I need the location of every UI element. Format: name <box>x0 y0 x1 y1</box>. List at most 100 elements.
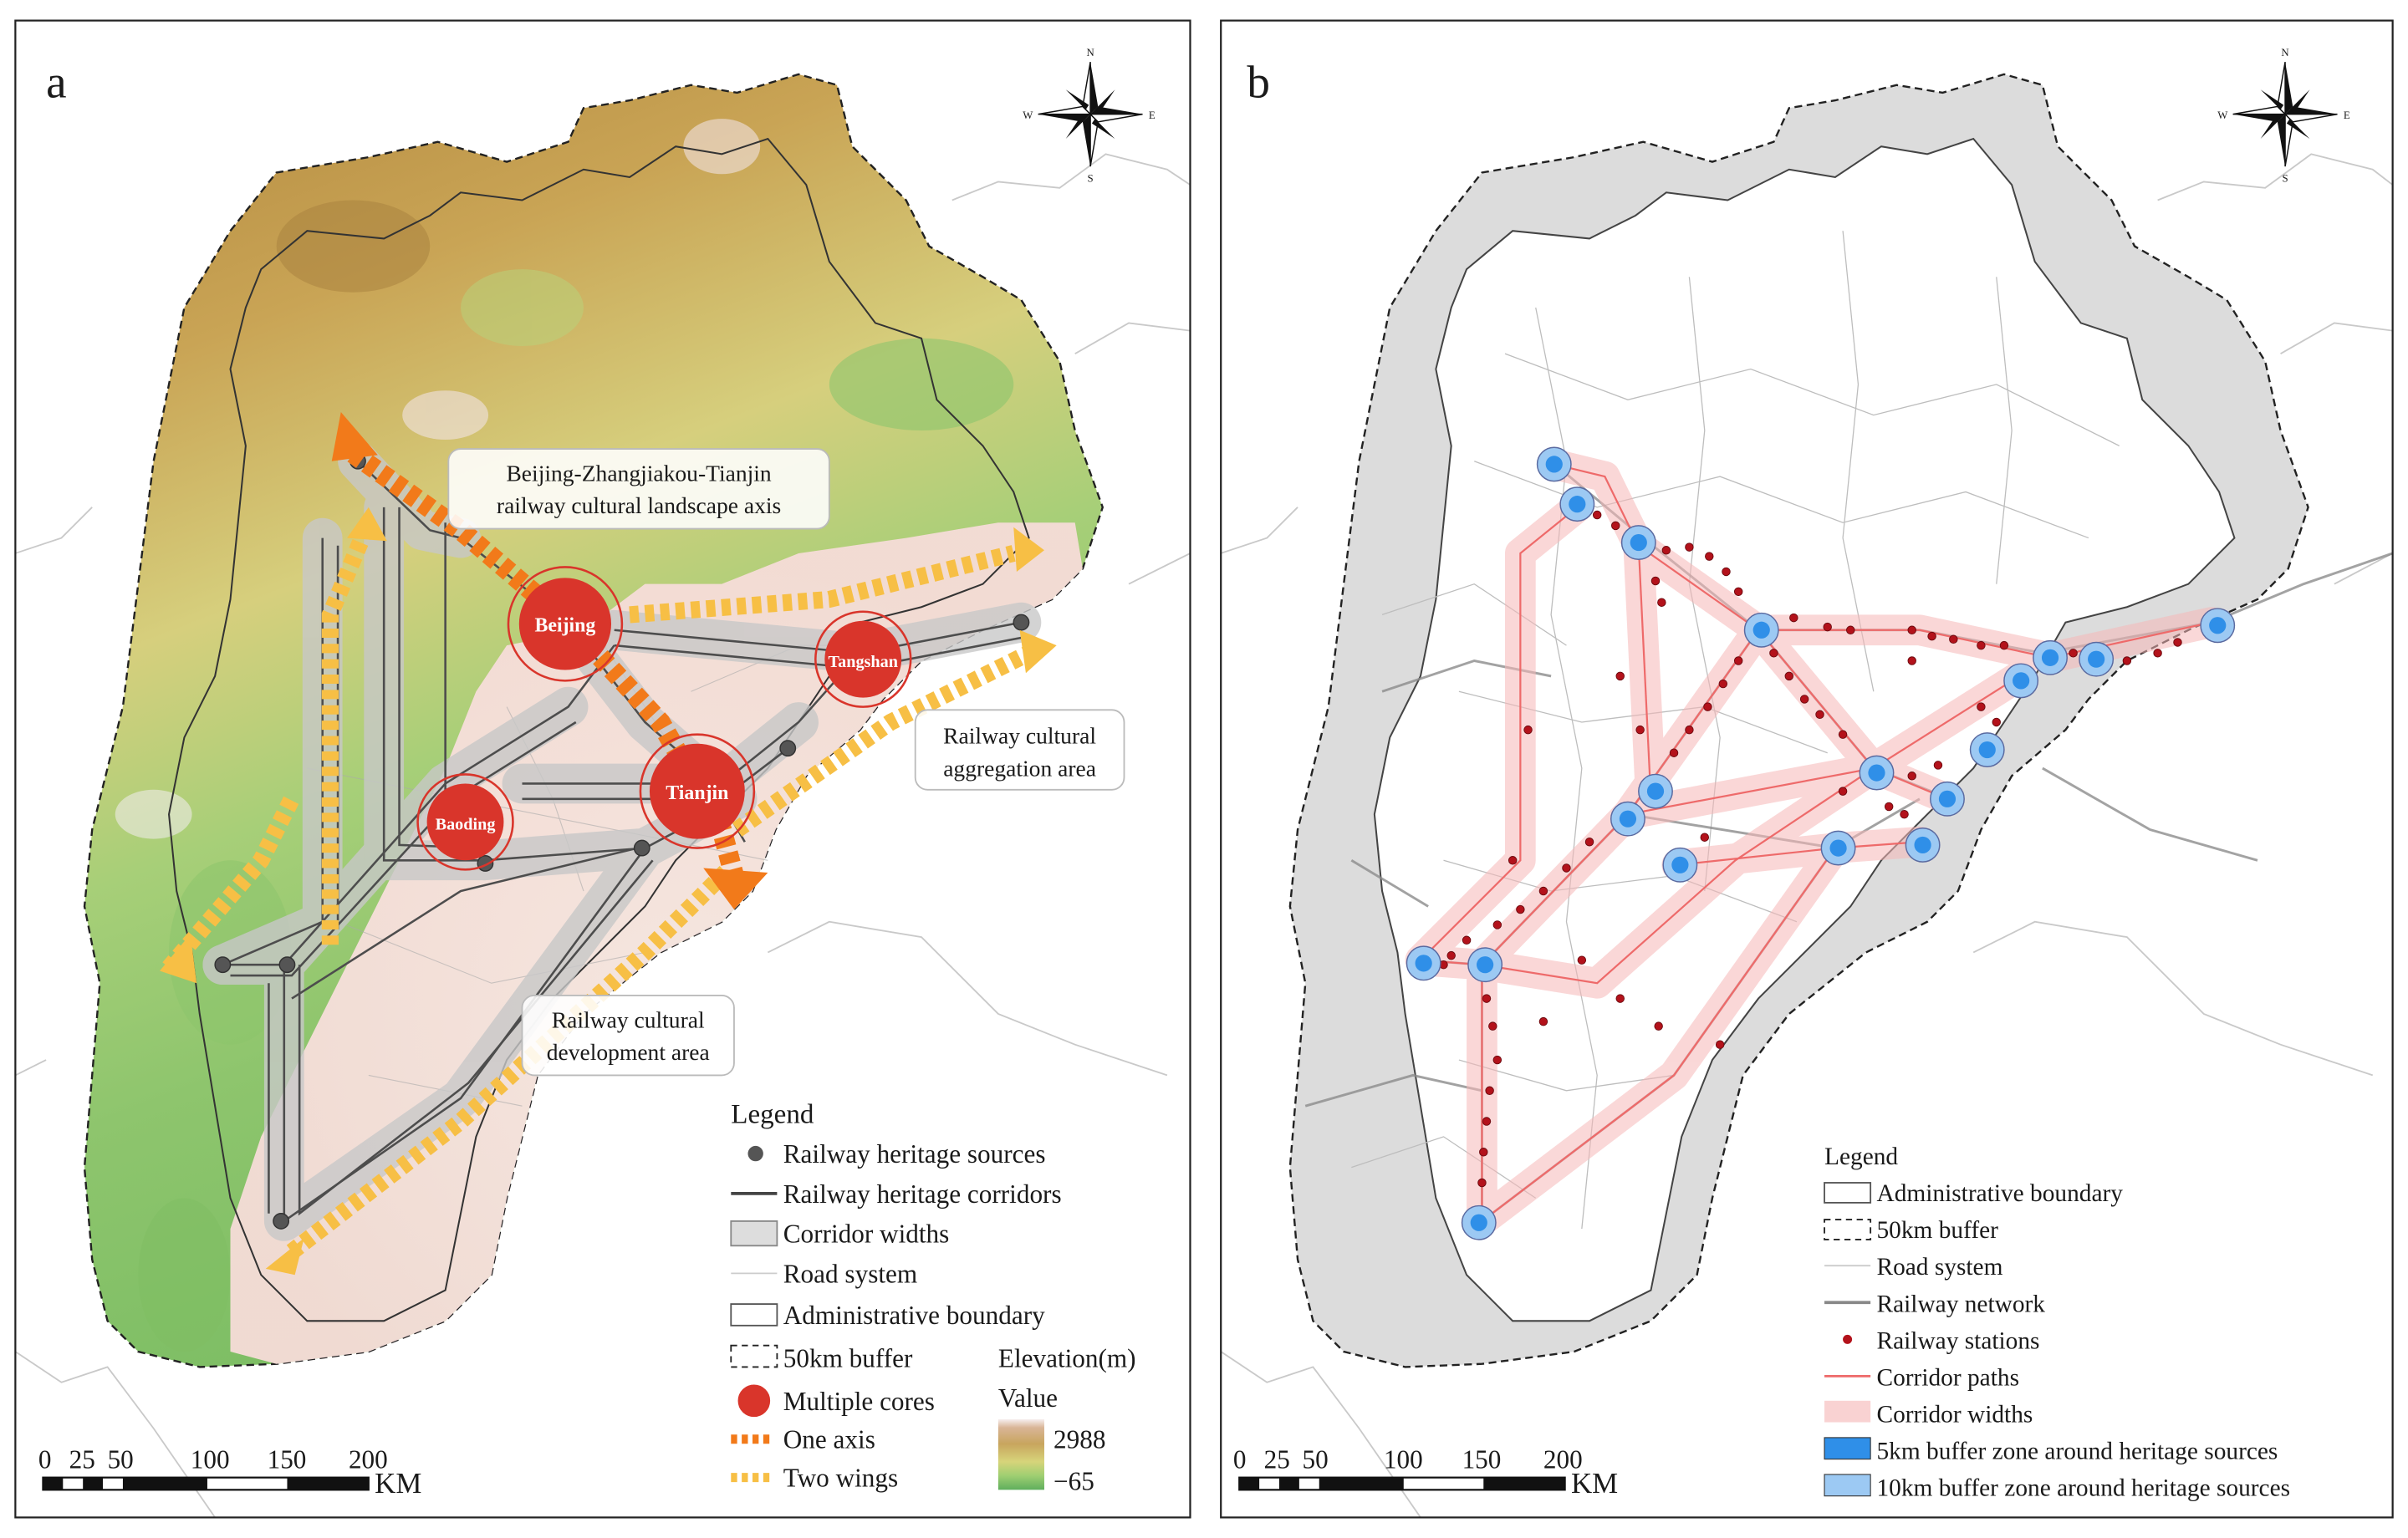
administrative-boundary-b <box>1373 137 2236 1322</box>
development-callout: Railway cultural development area <box>521 995 735 1077</box>
elevation-max: 2988 <box>1054 1425 1105 1454</box>
svg-text:50km buffer: 50km buffer <box>783 1343 913 1372</box>
station-dot <box>1492 920 1502 929</box>
wing-arrowheads <box>160 507 1057 1276</box>
station-dot <box>1700 833 1710 842</box>
svg-text:One axis: One axis <box>783 1425 875 1454</box>
scale-bar-b: 0 25 50 100 150 200 KM <box>1233 1445 1618 1500</box>
station-dot <box>1462 935 1472 945</box>
svg-text:E: E <box>2344 109 2350 121</box>
aggregation-callout: Railway cultural aggregation area <box>914 709 1125 791</box>
svg-text:100: 100 <box>1384 1445 1423 1474</box>
svg-text:KM: KM <box>375 1467 421 1500</box>
heritage-source-point <box>1013 614 1030 631</box>
core-beijing <box>518 578 612 670</box>
station-dot <box>1907 772 1916 781</box>
station-dot <box>1611 521 1620 531</box>
axis-callout: Beijing-Zhangjiakou-Tianjin railway cult… <box>447 448 830 530</box>
elevation-ramp <box>997 1418 1044 1490</box>
svg-text:Corridor paths: Corridor paths <box>1876 1364 2019 1391</box>
svg-text:150: 150 <box>268 1445 307 1474</box>
svg-text:Multiple cores: Multiple cores <box>783 1387 935 1416</box>
station-dot <box>1516 904 1525 914</box>
station-dot <box>1999 640 2009 650</box>
station-dot <box>1718 679 1728 689</box>
station-dot <box>1592 510 1602 520</box>
station-dot <box>1733 656 1743 665</box>
neighbor-boundaries-b <box>1221 153 2393 1518</box>
svg-text:Corridor widths: Corridor widths <box>783 1220 950 1249</box>
station-dot <box>1846 625 1855 635</box>
station-dot <box>1927 631 1936 641</box>
station-dot <box>1615 994 1625 1003</box>
legend-b: Legend Administrative boundary 50km buff… <box>1824 1143 2290 1502</box>
station-dot <box>1705 552 1714 561</box>
station-dot <box>1685 725 1694 735</box>
core-label-baoding: Baoding <box>436 816 496 834</box>
heritage-source-point <box>779 740 797 757</box>
station-dot <box>1654 1021 1663 1031</box>
station-dot <box>1650 576 1661 586</box>
neighbor-boundaries <box>15 153 1191 1518</box>
station-dot <box>1488 1021 1497 1031</box>
elevation-title: Elevation(m) <box>998 1343 1136 1372</box>
station-dot <box>1715 1040 1725 1049</box>
station-dot <box>1584 838 1594 847</box>
station-dot <box>1479 1148 1488 1157</box>
svg-text:Road system: Road system <box>783 1259 917 1288</box>
svg-text:Railway heritage corridors: Railway heritage corridors <box>783 1179 1062 1209</box>
panel-letter-a: a <box>46 56 66 107</box>
station-dot <box>1789 613 1798 623</box>
station-dot <box>1661 546 1671 555</box>
station-dot <box>2153 649 2162 658</box>
svg-text:Beijing-Zhangjiakou-Tianjin: Beijing-Zhangjiakou-Tianjin <box>506 461 771 486</box>
svg-text:development area: development area <box>547 1039 710 1065</box>
station-dot <box>1907 625 1916 635</box>
svg-text:S: S <box>1088 172 1094 184</box>
svg-text:Corridor widths: Corridor widths <box>1876 1402 2033 1429</box>
station-dot <box>1523 725 1533 735</box>
svg-text:N: N <box>1086 47 1094 59</box>
station-dot <box>1992 717 2001 727</box>
station-dot <box>1949 634 1958 644</box>
svg-text:W: W <box>2217 109 2228 121</box>
station-dot <box>1482 1117 1492 1126</box>
railway-stations-b <box>1439 510 2182 1188</box>
station-dot <box>1657 598 1666 607</box>
svg-text:railway cultural landscape axi: railway cultural landscape axis <box>497 492 781 518</box>
legend-symbol-buffer <box>730 1344 778 1368</box>
station-dot <box>1508 856 1518 865</box>
elevation-min: −65 <box>1054 1466 1094 1495</box>
core-tianjin <box>649 743 745 839</box>
svg-text:50: 50 <box>1303 1445 1329 1474</box>
station-dot <box>1446 950 1456 960</box>
svg-text:100: 100 <box>191 1445 230 1474</box>
core-label-beijing: Beijing <box>534 615 595 637</box>
station-dot <box>1900 809 1909 819</box>
legend-title-b: Legend <box>1824 1143 1898 1170</box>
station-dot <box>1799 695 1809 704</box>
station-dot <box>1703 702 1712 711</box>
station-dot <box>1485 1086 1494 1096</box>
svg-text:25: 25 <box>1264 1445 1290 1474</box>
svg-text:0: 0 <box>1233 1445 1247 1474</box>
svg-text:E: E <box>1149 109 1156 121</box>
station-dot <box>1538 886 1548 896</box>
station-dot <box>1784 671 1794 681</box>
core-label-tangshan: Tangshan <box>829 653 898 671</box>
panel-b-frame <box>1220 19 2394 1519</box>
axis-arrowhead-south <box>703 868 768 910</box>
svg-text:10km buffer zone around herita: 10km buffer zone around heritage sources <box>1876 1475 2290 1502</box>
svg-text:50km buffer: 50km buffer <box>1876 1217 1998 1244</box>
one-axis-arrow <box>347 445 744 878</box>
legend-symbol-corridor-width <box>730 1220 778 1247</box>
station-dot <box>1838 730 1848 739</box>
panel-a: Beijing Tangshan Tianjin Baoding Beijing… <box>15 20 1191 1518</box>
legend-symbol-admin <box>730 1303 778 1327</box>
svg-text:Railway cultural: Railway cultural <box>943 723 1096 749</box>
station-dot <box>1815 710 1824 720</box>
panel-letter-b: b <box>1247 56 1270 107</box>
station-dot <box>1538 1016 1548 1026</box>
core-label-tianjin: Tianjin <box>666 782 728 804</box>
